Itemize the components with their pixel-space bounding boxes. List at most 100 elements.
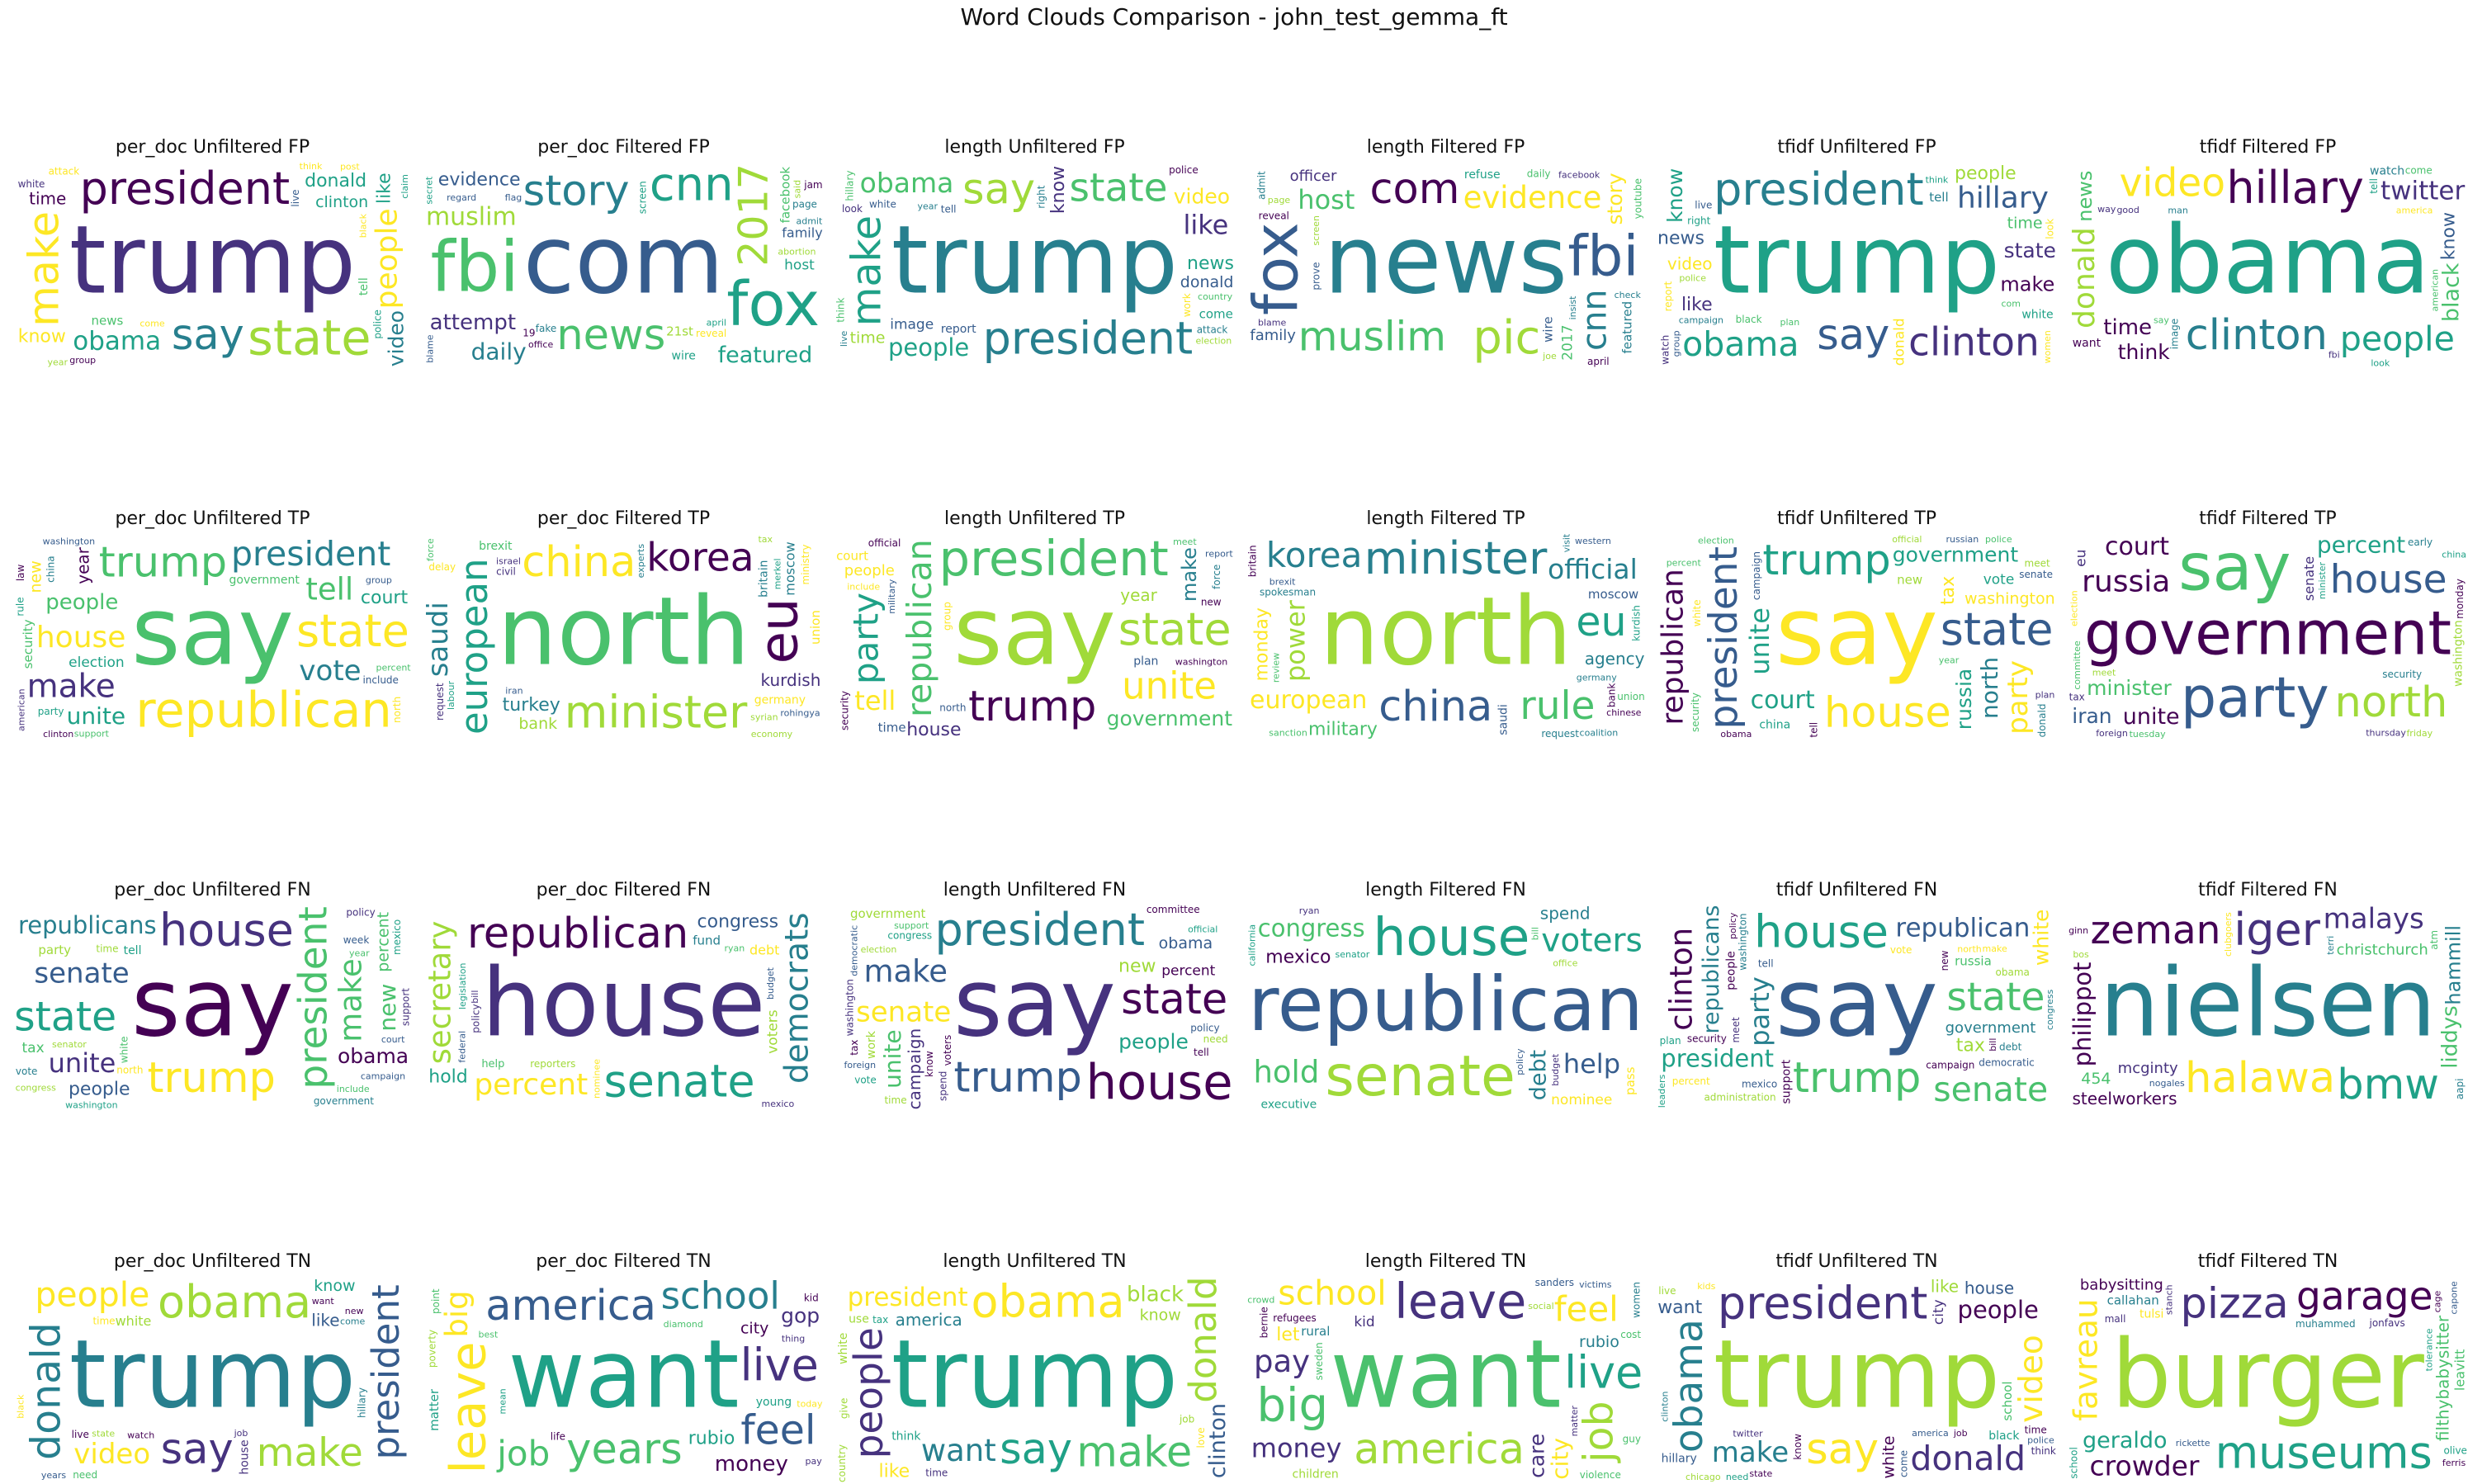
cloud-word: tell (1758, 958, 1774, 970)
cloud-word: mexico (1265, 947, 1331, 967)
cloud-word: pass (1623, 1066, 1638, 1095)
cloud-word: plan (1660, 1035, 1681, 1047)
cloud-word: capone (2449, 1281, 2460, 1314)
panel-title: per_doc Unfiltered TN (113, 1251, 312, 1272)
cloud-word: attack (49, 166, 80, 177)
cloud-word: election (861, 944, 897, 955)
panel-title: length Unfiltered TN (943, 1251, 1127, 1272)
cloud-word: make (863, 954, 948, 990)
cloud-word: gop (781, 1303, 820, 1327)
cloud-word: force (1211, 565, 1222, 589)
cloud-word: iger (2234, 904, 2321, 956)
cloud-word: voters (765, 1009, 782, 1054)
cloud-word: help (481, 1058, 504, 1070)
wordcloud-panel: per_doc Filtered FN house republican senate… (423, 880, 825, 1113)
cloud-word: crowder (2090, 1449, 2200, 1482)
cloud-word: way (2097, 204, 2116, 215)
cloud-word: tax (872, 1314, 888, 1326)
cloud-word: time (96, 943, 118, 954)
cloud-word: senate (604, 1055, 755, 1107)
cloud-word: white (837, 1333, 850, 1364)
cloud-word: unite (1744, 607, 1775, 675)
cloud-word: thursday (2366, 728, 2406, 739)
cloud-word: black (2439, 262, 2465, 322)
cloud-word: donald (1180, 273, 1234, 291)
cloud-word: live (740, 1339, 819, 1391)
cloud-word: mexico (1742, 1079, 1777, 1090)
cloud-word: hold (1253, 1054, 1319, 1089)
cloud-word: money (715, 1452, 788, 1477)
cloud-word: time (92, 1316, 115, 1327)
cloud-word: women (2042, 330, 2053, 363)
cloud-word: north (939, 702, 966, 713)
cloud-word: budget (1550, 1053, 1561, 1086)
cloud-word: matter (1569, 1406, 1580, 1437)
cloud-word: president (1661, 1045, 1774, 1073)
cloud-word: bank (1605, 683, 1617, 708)
cloud-word: official (1892, 534, 1922, 545)
cloud-word: republicans (1699, 905, 1724, 1034)
cloud-word: new (374, 984, 401, 1032)
cloud-word: time (29, 188, 66, 208)
cloud-word: year (1939, 655, 1960, 666)
cloud-word: cnn (1575, 290, 1615, 352)
cloud-word: like (1681, 295, 1713, 315)
cloud-word: republican (1248, 962, 1643, 1048)
cloud-word: people (888, 333, 969, 362)
cloud-word: president (1714, 163, 1924, 215)
cloud-word: house (2330, 557, 2447, 603)
cloud-word: coalition (1580, 727, 1619, 738)
cloud-word: party (38, 943, 71, 957)
cloud-word: nogales (2149, 1078, 2185, 1089)
cloud-word: military (886, 579, 897, 613)
panel-title: length Filtered FN (1365, 880, 1526, 900)
cloud-word: state (2004, 239, 2056, 262)
cloud-word: blame (1258, 318, 1286, 328)
cloud-word: black (1988, 1430, 2020, 1443)
panel-title: tfidf Unfiltered FN (1775, 880, 1938, 900)
cloud-word: people (35, 1275, 149, 1315)
wordcloud-panel: per_doc Unfiltered FN say trump house presid… (12, 880, 414, 1113)
panel-title: length Unfiltered FN (943, 880, 1127, 900)
cloud-word: clinton (1664, 928, 1700, 1031)
cloud-word: ryan (1299, 905, 1320, 916)
cloud-word: america (1912, 1428, 1949, 1439)
cloud-word: president (1718, 1277, 1928, 1329)
cloud-word: clinton (1660, 1392, 1671, 1422)
cloud-word: obama (1996, 966, 2030, 978)
cloud-word: senate (1933, 1070, 2048, 1109)
panel-title: per_doc Filtered TN (536, 1251, 712, 1272)
cloud-word: state (1118, 603, 1232, 655)
cloud-word: american (17, 688, 27, 731)
panel-title: tfidf Filtered FN (2198, 880, 2338, 900)
cloud-word: moscow (782, 541, 798, 595)
cloud-word: america (2396, 205, 2433, 215)
cloud-word: pay (1254, 1344, 1310, 1379)
cloud-word: big (1256, 1379, 1328, 1433)
cloud-word: office (528, 339, 553, 350)
cloud-word: muslim (1298, 313, 1446, 360)
cloud-word: clinton (1908, 320, 2040, 366)
wordcloud-panel: tfidf Filtered FP obama clinton hillary vide… (2067, 137, 2468, 370)
cloud-word: cost (1620, 1329, 1641, 1340)
cloud-word: philippot (2068, 962, 2097, 1066)
cloud-word: court (836, 548, 868, 563)
cloud-word: know (924, 1051, 935, 1077)
cloud-word: visit (1562, 533, 1572, 552)
panel-title: tfidf Filtered TP (2199, 508, 2337, 529)
cloud-word: want (2073, 337, 2102, 350)
cloud-word: video (2013, 1335, 2050, 1423)
cloud-word: terri (2325, 936, 2336, 955)
cloud-word: house (906, 720, 961, 740)
wordcloud-panel: length Unfiltered TP say trump state preside… (834, 508, 1236, 741)
cloud-word: year (73, 546, 93, 584)
cloud-word: page (1268, 195, 1291, 206)
panel-title: length Unfiltered FP (944, 137, 1125, 158)
cloud-word: black (1127, 1283, 1184, 1307)
cloud-word: donald (1181, 1276, 1225, 1402)
